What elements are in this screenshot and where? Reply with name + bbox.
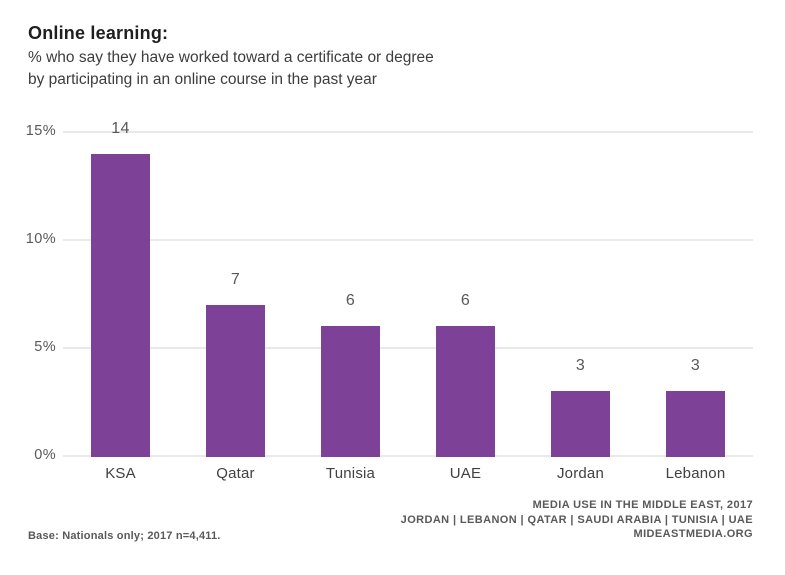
- gridline-5pct: [63, 347, 753, 349]
- category-label-jordan: Jordan: [556, 465, 605, 482]
- category-label-lebanon: Lebanon: [665, 465, 726, 482]
- category-label-ksa: KSA: [105, 465, 136, 482]
- gridline-0pct: [63, 455, 753, 457]
- y-axis-tick-label: 0%: [34, 447, 56, 463]
- category-label-tunisia: Tunisia: [325, 465, 376, 482]
- bar-jordan: [551, 391, 610, 457]
- gridline-15pct: [63, 131, 753, 133]
- value-label-jordan: 3: [575, 357, 586, 375]
- bar-lebanon: [666, 391, 725, 457]
- gridline-10pct: [63, 239, 753, 241]
- source-line-countries: JORDAN | LEBANON | QATAR | SAUDI ARABIA …: [400, 513, 753, 526]
- y-axis-tick-label: 15%: [25, 123, 56, 139]
- value-label-ksa: 14: [111, 119, 130, 137]
- chart-subtitle: % who say they have worked toward a cert…: [28, 47, 434, 91]
- source-attribution: MEDIA USE IN THE MIDDLE EAST, 2017 JORDA…: [401, 498, 753, 542]
- source-line-report: MEDIA USE IN THE MIDDLE EAST, 2017: [532, 499, 753, 511]
- category-label-qatar: Qatar: [216, 465, 255, 482]
- bar-uae: [436, 326, 495, 457]
- chart-subtitle-line2: by participating in an online course in …: [28, 71, 377, 88]
- bar-qatar: [206, 304, 265, 457]
- value-label-tunisia: 6: [345, 292, 356, 310]
- value-label-lebanon: 3: [690, 357, 701, 375]
- y-axis-tick-label: 5%: [34, 339, 56, 355]
- bar-ksa: [91, 153, 150, 457]
- chart-subtitle-line1: % who say they have worked toward a cert…: [28, 49, 434, 66]
- value-label-qatar: 7: [230, 270, 241, 288]
- source-line-website: MIDEASTMEDIA.ORG: [633, 528, 753, 540]
- chart-title: Online learning:: [28, 23, 169, 43]
- category-label-uae: UAE: [449, 465, 482, 482]
- y-axis-tick-label: 10%: [25, 231, 56, 247]
- value-label-uae: 6: [460, 292, 471, 310]
- base-note: Base: Nationals only; 2017 n=4,411.: [28, 530, 221, 542]
- bar-tunisia: [321, 326, 380, 457]
